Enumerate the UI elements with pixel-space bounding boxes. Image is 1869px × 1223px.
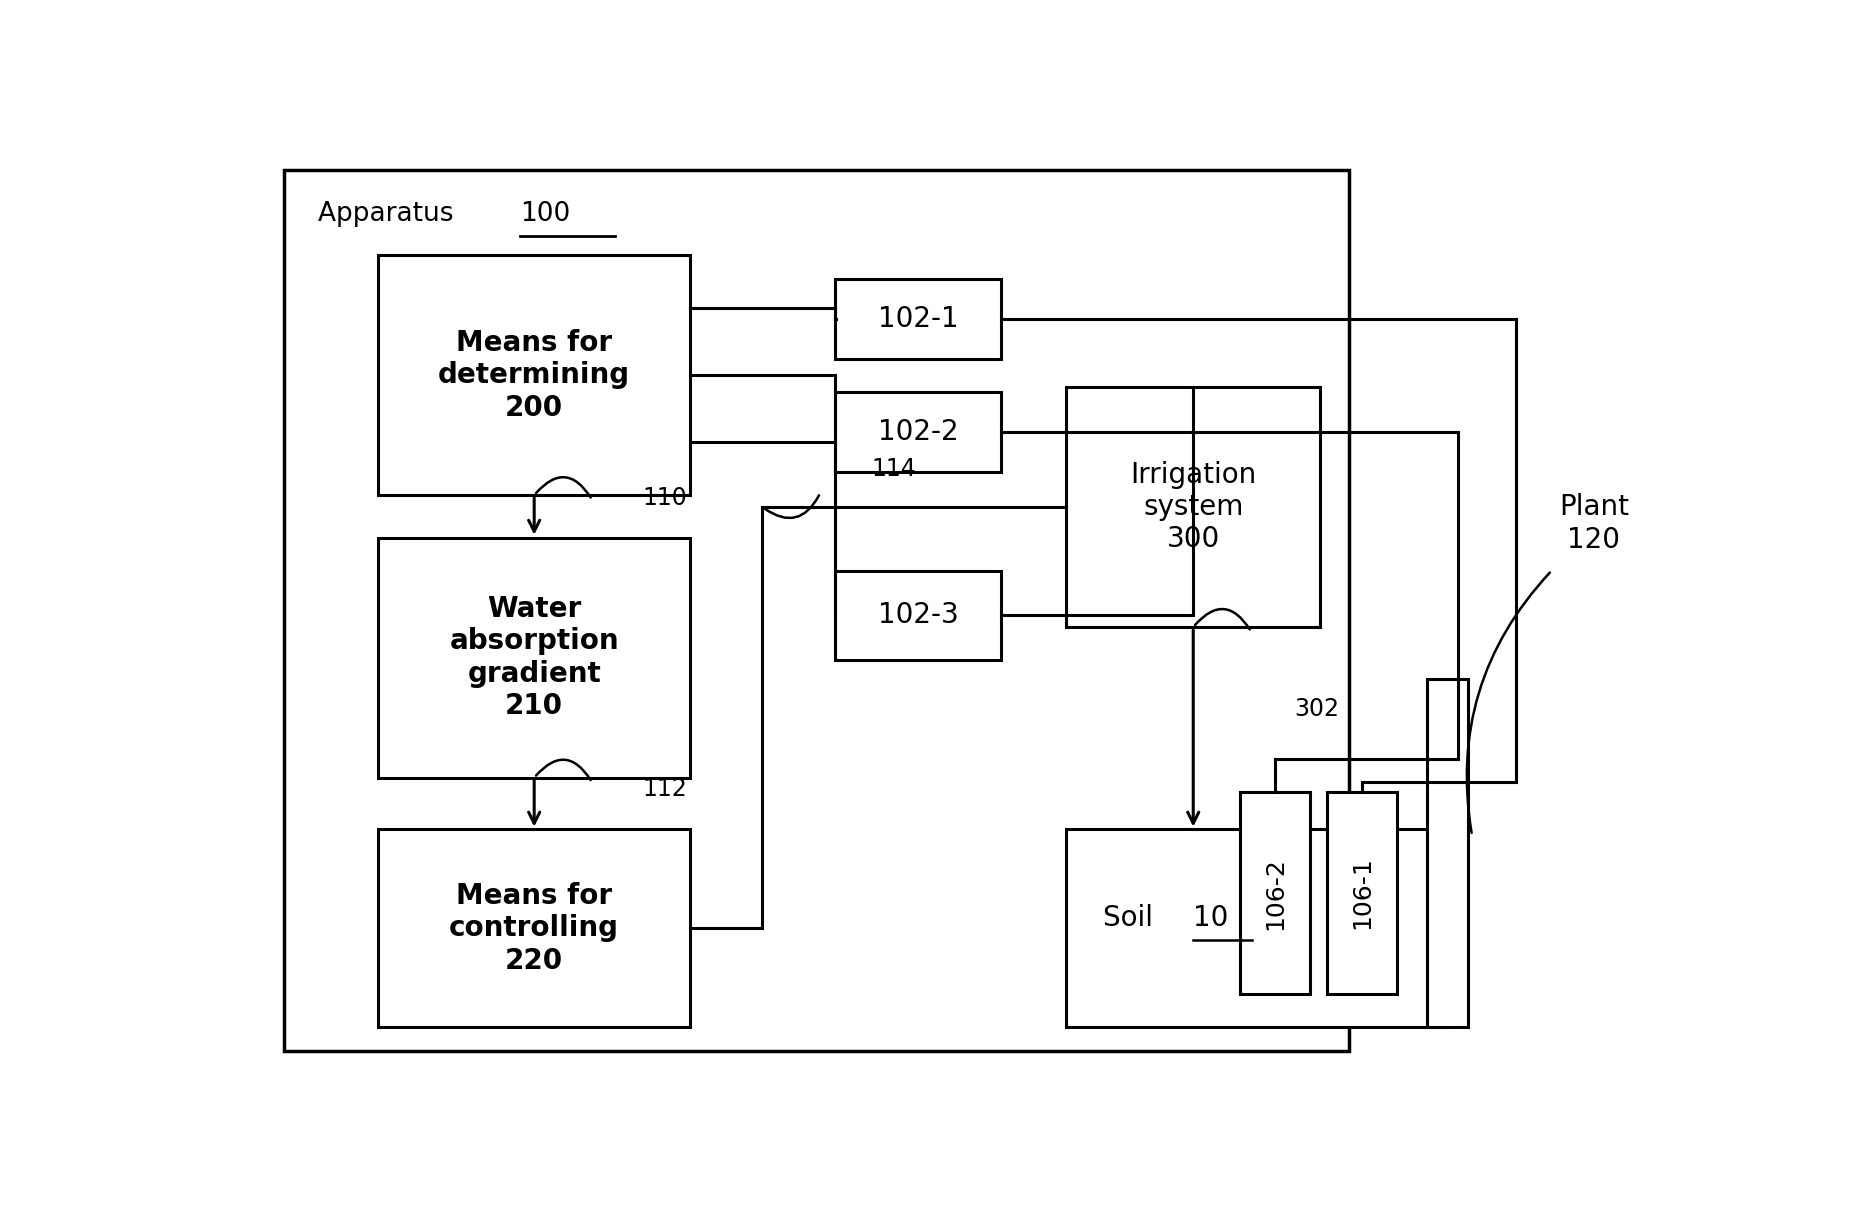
Text: 102-1: 102-1 bbox=[878, 305, 959, 333]
Text: 106-2: 106-2 bbox=[1263, 856, 1288, 929]
Text: Plant
120: Plant 120 bbox=[1559, 493, 1630, 554]
Text: Means for
controlling
220: Means for controlling 220 bbox=[449, 882, 619, 975]
Text: 102-2: 102-2 bbox=[878, 417, 959, 445]
Text: 112: 112 bbox=[643, 778, 688, 801]
Bar bbox=[835, 391, 1002, 472]
Text: Irrigation
system
300: Irrigation system 300 bbox=[1131, 461, 1256, 553]
Text: 110: 110 bbox=[643, 486, 688, 510]
Text: 102-3: 102-3 bbox=[878, 602, 959, 630]
Text: 302: 302 bbox=[1295, 697, 1340, 722]
Text: Means for
determining
200: Means for determining 200 bbox=[437, 329, 630, 422]
Bar bbox=[1241, 791, 1310, 994]
Text: Apparatus: Apparatus bbox=[318, 202, 462, 227]
Text: 10: 10 bbox=[1192, 905, 1228, 932]
Bar bbox=[1428, 679, 1467, 1027]
Text: 114: 114 bbox=[871, 457, 916, 482]
Text: Water
absorption
gradient
210: Water absorption gradient 210 bbox=[449, 596, 619, 720]
Bar bbox=[835, 279, 1002, 358]
Bar bbox=[1067, 386, 1320, 627]
Text: 106-1: 106-1 bbox=[1349, 856, 1374, 929]
Text: 100: 100 bbox=[520, 202, 570, 227]
Bar bbox=[379, 829, 690, 1027]
Bar bbox=[284, 170, 1349, 1051]
Bar bbox=[379, 256, 690, 495]
Bar bbox=[379, 538, 690, 778]
Bar bbox=[835, 570, 1002, 660]
Bar bbox=[1327, 791, 1396, 994]
Text: Soil: Soil bbox=[1103, 905, 1163, 932]
Bar bbox=[1067, 829, 1450, 1027]
